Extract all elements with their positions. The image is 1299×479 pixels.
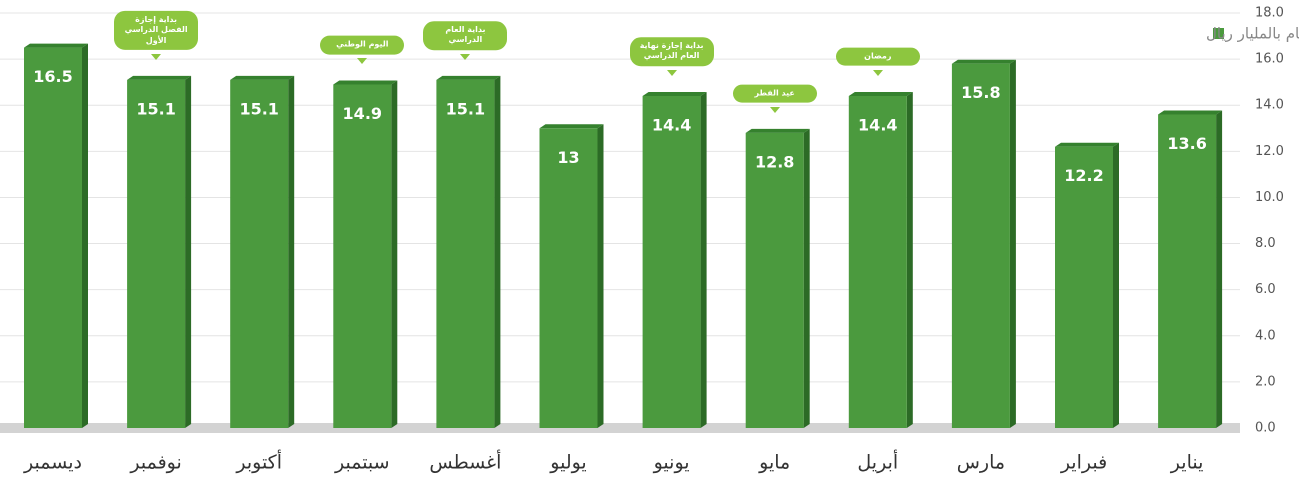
annotation: بداية العام الدراسي	[423, 21, 508, 50]
annotation-pointer	[357, 58, 368, 65]
y-tick-label: 2.0	[1255, 374, 1276, 389]
y-tick-label: 0.0	[1255, 421, 1276, 436]
bar	[24, 47, 82, 428]
annotation-pointer	[872, 70, 883, 76]
y-tick-label: 6.0	[1255, 282, 1276, 297]
y-tick-label: 16.0	[1255, 52, 1284, 67]
bar-side	[1216, 110, 1223, 428]
x-tick-label: أبريل	[857, 450, 898, 474]
annotation-pointer	[151, 53, 162, 60]
x-tick-label: أغسطس	[429, 450, 501, 474]
data-label: 15.1	[446, 99, 485, 118]
bar-side	[803, 128, 810, 428]
annotation: اليوم الوطني	[320, 36, 405, 55]
y-tick-label: 18.0	[1255, 6, 1284, 21]
bar-side	[391, 80, 398, 428]
data-label: 14.4	[858, 116, 897, 135]
data-label: 15.1	[239, 99, 278, 118]
data-label: 14.9	[343, 104, 382, 123]
annotation: بداية إجازة الفصل الدراسي الأول	[114, 10, 199, 50]
bar	[1158, 114, 1217, 428]
annotation-pointer	[769, 106, 780, 113]
data-label: 16.5	[33, 67, 72, 86]
bar-side	[700, 92, 707, 428]
bar-top	[230, 75, 295, 80]
y-tick-label: 12.0	[1255, 144, 1284, 159]
bar-top	[642, 92, 707, 96]
data-label: 15.8	[961, 83, 1000, 102]
bar	[1055, 146, 1113, 428]
bar	[951, 63, 1010, 428]
data-label: 12.2	[1064, 166, 1103, 185]
data-label: 13.6	[1167, 134, 1206, 153]
data-label: 13	[557, 148, 579, 167]
bar-side	[494, 75, 501, 428]
bar	[642, 96, 701, 428]
data-label: 14.4	[652, 116, 691, 135]
bar-top	[24, 43, 88, 48]
annotation: عيد الفطر	[732, 84, 817, 103]
bar	[436, 79, 495, 428]
bar-side	[1009, 59, 1016, 428]
bar	[127, 79, 186, 428]
bar-top	[127, 75, 192, 80]
x-tick-label: ديسمبر	[23, 452, 82, 474]
x-tick-label: فبراير	[1060, 452, 1107, 474]
bar-side	[597, 124, 604, 429]
y-tick-label: 8.0	[1255, 236, 1276, 251]
annotation-pointer	[460, 53, 471, 60]
bar-side	[1113, 142, 1119, 428]
bar-side	[82, 43, 88, 428]
annotation: بداية إجازة نهاية العام الدراسي	[629, 37, 714, 66]
bar	[539, 128, 598, 428]
x-tick-label: يونيو	[653, 452, 690, 474]
bar-top	[1055, 142, 1119, 147]
bar	[745, 132, 804, 428]
baseline	[0, 423, 1240, 433]
annotation: رمضان	[835, 47, 920, 66]
bar-top	[951, 59, 1016, 64]
bar-side	[906, 92, 913, 428]
x-tick-label: نوفمبر	[129, 452, 181, 474]
bar-side	[288, 75, 295, 428]
y-tick-label: 14.0	[1255, 98, 1284, 113]
x-tick-label: مايو	[758, 452, 790, 474]
x-tick-label: مارس	[957, 452, 1005, 474]
y-tick-label: 10.0	[1255, 190, 1284, 205]
bar-top	[745, 128, 810, 133]
bar	[333, 84, 392, 428]
bar	[230, 79, 289, 428]
bar-top	[1158, 110, 1223, 115]
data-label: 15.1	[136, 99, 175, 118]
legend-swatch	[1213, 28, 1224, 39]
bar-top	[539, 124, 604, 129]
bar-top	[848, 92, 913, 96]
x-tick-label: سبتمبر	[334, 452, 390, 474]
x-tick-label: يوليو	[549, 452, 586, 474]
annotation-pointer	[666, 70, 677, 76]
bar	[848, 96, 907, 428]
x-tick-label: أكتوبر	[235, 450, 282, 474]
bar-side	[185, 75, 192, 428]
data-label: 12.8	[755, 152, 794, 171]
y-tick-label: 4.0	[1255, 328, 1276, 343]
bar-top	[333, 80, 398, 85]
x-tick-label: يناير	[1170, 452, 1204, 474]
legend-label: الأرقام بالمليار ريال	[1206, 24, 1299, 43]
bar-top	[436, 75, 501, 80]
